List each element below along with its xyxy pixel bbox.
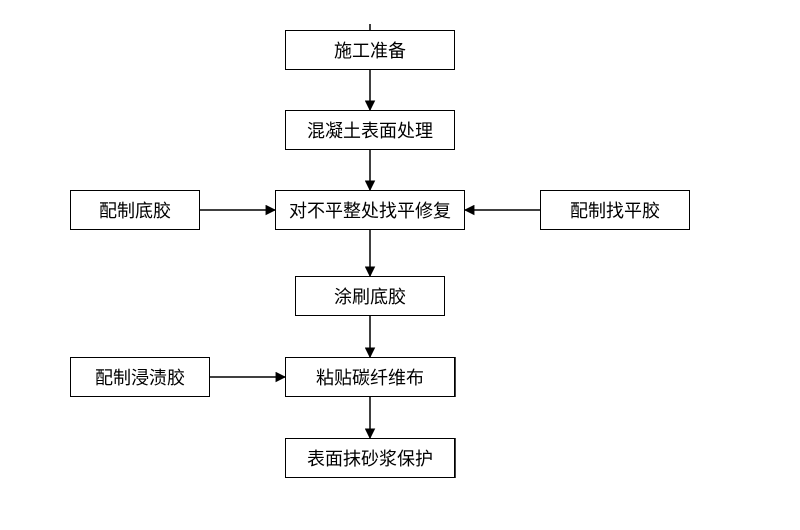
node-step-6: 表面抹砂浆保护 (285, 438, 455, 478)
node-label: 混凝土表面处理 (307, 117, 433, 143)
node-side-left-1: 配制底胶 (70, 190, 200, 230)
node-label: 配制底胶 (99, 197, 171, 223)
node-step-1: 施工准备 (285, 30, 455, 70)
node-step-5: 粘贴碳纤维布 (285, 357, 455, 397)
node-step-4: 涂刷底胶 (295, 276, 445, 316)
node-label: 配制找平胶 (570, 197, 660, 223)
node-label: 涂刷底胶 (334, 283, 406, 309)
node-label: 对不平整处找平修复 (289, 197, 451, 223)
node-side-right-1: 配制找平胶 (540, 190, 690, 230)
node-label: 施工准备 (334, 37, 406, 63)
node-label: 配制浸渍胶 (95, 364, 185, 390)
flowchart-canvas: 施工准备 混凝土表面处理 对不平整处找平修复 配制底胶 配制找平胶 涂刷底胶 配… (0, 0, 800, 530)
node-step-2: 混凝土表面处理 (285, 110, 455, 150)
node-step-3: 对不平整处找平修复 (275, 190, 465, 230)
node-side-left-2: 配制浸渍胶 (70, 357, 210, 397)
node-label: 粘贴碳纤维布 (316, 364, 424, 390)
node-label: 表面抹砂浆保护 (307, 445, 433, 471)
